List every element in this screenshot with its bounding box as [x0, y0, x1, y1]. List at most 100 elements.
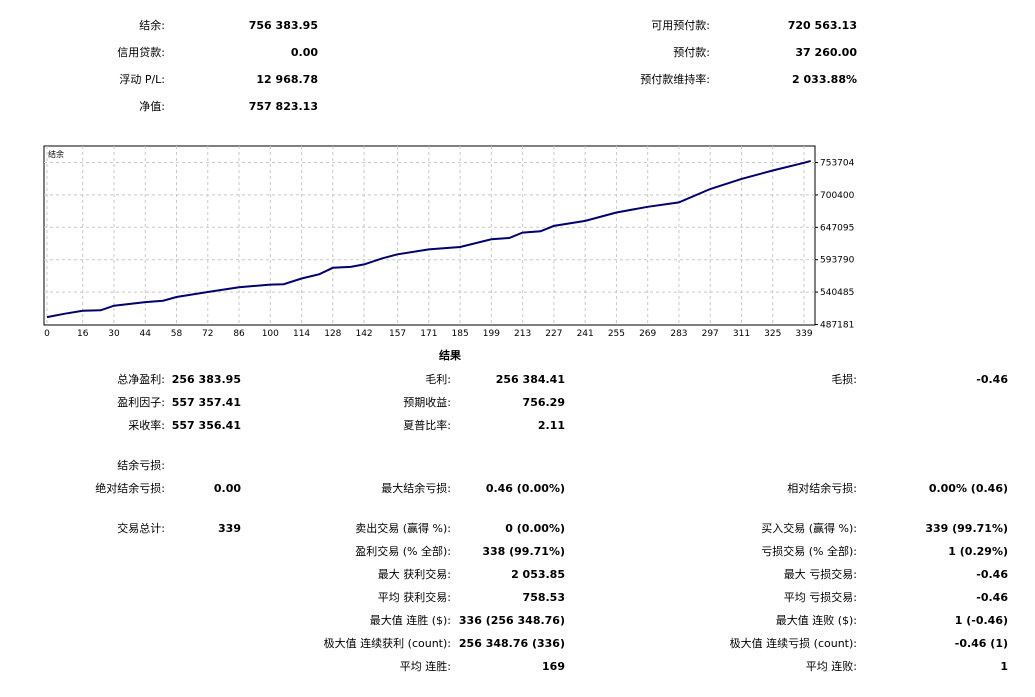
summary-label: 信用贷款:	[117, 46, 165, 59]
result-label: 采收率:	[128, 419, 165, 432]
result-label: 预期收益:	[403, 396, 451, 409]
result-label: 盈利因子:	[117, 396, 165, 409]
summary-label: 预付款:	[673, 46, 710, 59]
result-value: 256 384.41	[495, 373, 565, 386]
result-value: 1 (0.29%)	[948, 545, 1008, 558]
result-label: 平均 获利交易:	[377, 591, 451, 604]
x-tick-label: 185	[452, 329, 469, 339]
result-value: 2 053.85	[511, 568, 565, 581]
summary-value: 756 383.95	[248, 19, 318, 32]
result-value: 758.53	[522, 591, 565, 604]
x-tick-label: 255	[608, 329, 625, 339]
result-value: 339 (99.71%)	[925, 522, 1008, 535]
result-label: 最大结余亏损:	[381, 482, 451, 495]
result-value: 0.00% (0.46)	[928, 482, 1008, 495]
x-tick-label: 72	[202, 329, 213, 339]
x-tick-label: 157	[389, 329, 406, 339]
x-tick-label: 86	[233, 329, 245, 339]
y-tick-label: 540485	[820, 288, 854, 298]
summary-label: 结余:	[139, 19, 165, 32]
y-tick-label: 593790	[820, 256, 855, 266]
x-tick-label: 269	[639, 329, 656, 339]
result-label: 卖出交易 (赢得 %):	[355, 522, 451, 535]
x-tick-label: 44	[140, 329, 152, 339]
x-tick-label: 325	[764, 329, 781, 339]
x-tick-label: 0	[44, 329, 50, 339]
balance-line	[46, 159, 811, 319]
result-value: 0.46 (0.00%)	[485, 482, 565, 495]
result-value: 557 356.41	[171, 419, 241, 432]
result-label: 毛利:	[425, 373, 451, 386]
result-value: 338 (99.71%)	[482, 545, 565, 558]
summary-value: 37 260.00	[795, 46, 857, 59]
x-tick-label: 30	[108, 329, 120, 339]
summary-label: 预付款维持率:	[640, 73, 710, 86]
result-value: 1	[1000, 660, 1008, 673]
x-tick-label: 128	[324, 329, 341, 339]
summary-value: 2 033.88%	[792, 73, 857, 86]
result-label: 交易总计:	[117, 522, 165, 535]
result-label: 总净盈利:	[117, 373, 165, 386]
chart-title: 结余	[48, 149, 64, 159]
x-tick-label: 241	[577, 329, 594, 339]
result-value: 756.29	[522, 396, 565, 409]
result-label: 买入交易 (赢得 %):	[761, 522, 857, 535]
plot-frame	[43, 145, 816, 326]
summary-value: 12 968.78	[256, 73, 318, 86]
y-tick-label: 700400	[820, 191, 855, 201]
x-tick-label: 199	[483, 329, 500, 339]
result-value: 169	[542, 660, 565, 673]
summary-value: 0.00	[290, 46, 318, 59]
result-label: 平均 连败:	[805, 660, 857, 673]
result-label: 极大值 连续获利 (count):	[323, 637, 451, 650]
result-value: 557 357.41	[171, 396, 241, 409]
result-label: 最大值 连败 ($):	[775, 614, 857, 627]
result-label: 最大值 连胜 ($):	[369, 614, 451, 627]
summary-label: 浮动 P/L:	[119, 73, 165, 86]
result-value: -0.46	[976, 373, 1008, 386]
summary-label: 净值:	[139, 100, 165, 113]
result-value: 256 348.76 (336)	[458, 637, 565, 650]
result-value: -0.46 (1)	[954, 637, 1008, 650]
x-tick-label: 16	[77, 329, 89, 339]
result-label: 结余亏损:	[117, 459, 165, 472]
result-value: 1 (-0.46)	[954, 614, 1008, 627]
result-value: 0.00	[213, 482, 241, 495]
result-label: 相对结余亏损:	[787, 482, 857, 495]
result-label: 极大值 连续亏损 (count):	[729, 637, 857, 650]
x-tick-label: 227	[545, 329, 562, 339]
result-value: 339	[218, 522, 241, 535]
x-tick-label: 58	[171, 329, 183, 339]
result-value: 2.11	[537, 419, 565, 432]
result-label: 绝对结余亏损:	[95, 482, 165, 495]
summary-label: 可用预付款:	[651, 19, 710, 32]
y-tick-label: 753704	[820, 159, 855, 169]
x-tick-label: 142	[355, 329, 372, 339]
result-value: 256 383.95	[171, 373, 241, 386]
x-tick-label: 114	[293, 329, 310, 339]
x-tick-label: 171	[420, 329, 437, 339]
y-tick-label: 647095	[820, 223, 854, 233]
result-label: 夏普比率:	[403, 419, 451, 432]
result-label: 平均 亏损交易:	[783, 591, 857, 604]
result-label: 平均 连胜:	[399, 660, 451, 673]
results-title: 结果	[439, 349, 461, 362]
result-label: 亏损交易 (% 全部):	[761, 545, 857, 558]
x-tick-label: 311	[733, 329, 750, 339]
y-tick-label: 487181	[820, 321, 854, 331]
balance-chart: 0 16 30 44 58 72 86 100 114 128 142 157 171 185 199 213…	[43, 145, 855, 339]
result-value: 336 (256 348.76)	[458, 614, 565, 627]
result-label: 最大 获利交易:	[377, 568, 451, 581]
result-value: 0 (0.00%)	[505, 522, 565, 535]
x-tick-label: 297	[702, 329, 719, 339]
x-tick-label: 339	[795, 329, 812, 339]
summary-value: 757 823.13	[248, 100, 318, 113]
summary-value: 720 563.13	[787, 19, 857, 32]
result-label: 盈利交易 (% 全部):	[355, 545, 451, 558]
x-tick-label: 283	[670, 329, 687, 339]
result-label: 毛损:	[831, 373, 857, 386]
x-tick-label: 213	[514, 329, 531, 339]
result-label: 最大 亏损交易:	[783, 568, 857, 581]
result-value: -0.46	[976, 591, 1008, 604]
